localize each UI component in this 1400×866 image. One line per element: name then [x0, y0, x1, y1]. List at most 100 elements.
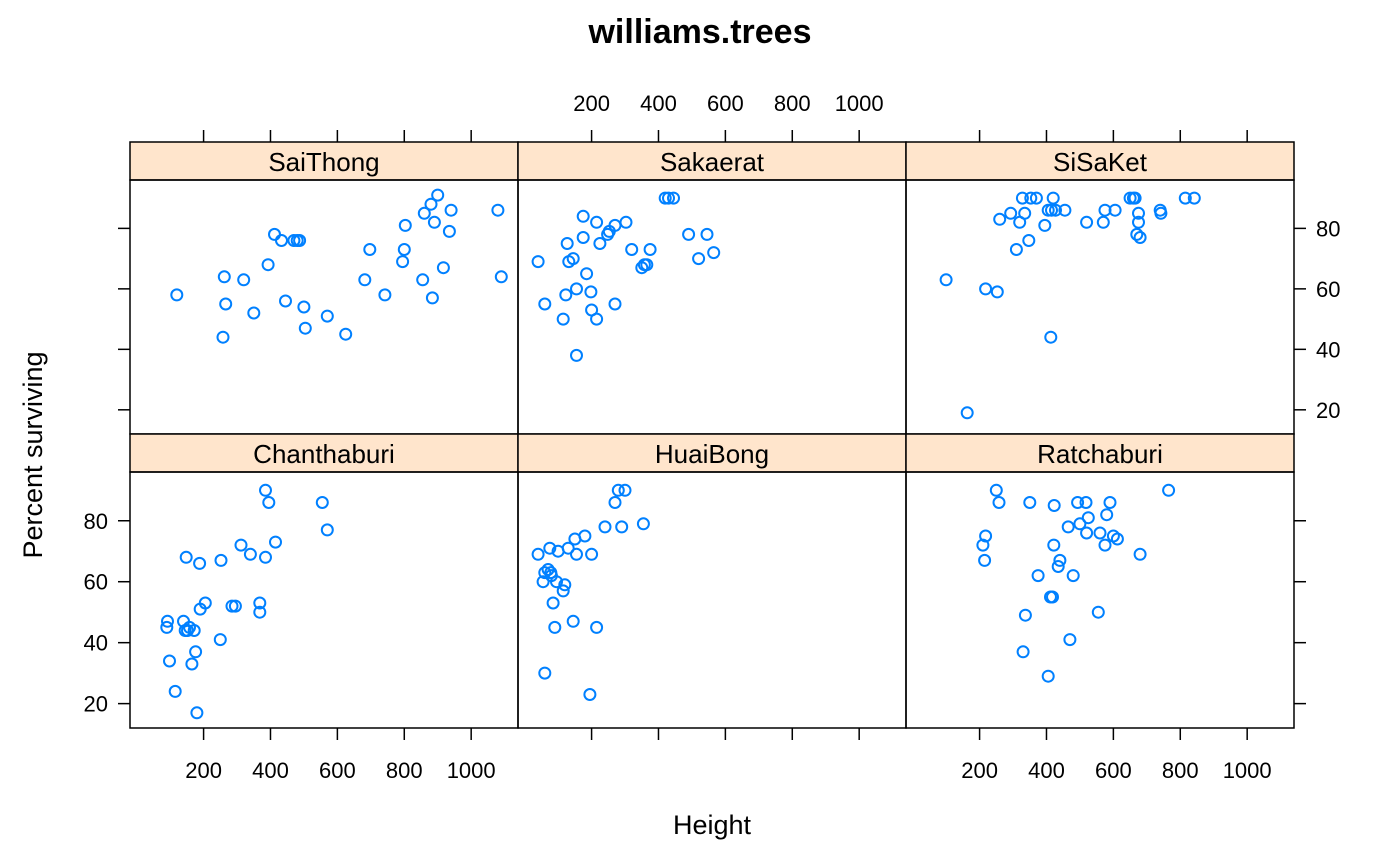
x-tick-label-bottom: 400 — [252, 758, 289, 783]
data-point — [243, 547, 257, 561]
data-point — [214, 553, 228, 567]
data-point — [185, 657, 199, 671]
panel-frame-chanthaburi — [129, 471, 519, 729]
x-tick-label-bottom: 1000 — [1223, 758, 1272, 783]
data-point — [1058, 203, 1072, 217]
strip-sakaerat — [517, 141, 907, 181]
strip-label-saithong: SaiThong — [268, 147, 379, 177]
data-point — [427, 215, 441, 229]
y-tick-label-left: 40 — [84, 631, 108, 656]
x-tick-label-bottom: 800 — [1162, 758, 1199, 783]
data-point — [193, 556, 207, 570]
strip-label-chanthaburi: Chanthaburi — [253, 439, 395, 469]
data-point — [297, 300, 311, 314]
data-point — [662, 191, 675, 205]
data-point — [979, 529, 993, 543]
y-tick-label-left: 60 — [84, 570, 108, 595]
panel-frame-huaibong — [517, 471, 907, 729]
data-point — [491, 203, 505, 217]
data-point — [431, 188, 445, 202]
data-point — [160, 620, 174, 634]
data-point — [643, 243, 657, 256]
data-point — [261, 258, 275, 272]
data-point — [608, 297, 622, 311]
data-point — [700, 227, 714, 241]
data-point — [1023, 496, 1037, 509]
data-point — [1133, 547, 1147, 561]
x-tick-label-bottom: 600 — [319, 758, 356, 783]
data-point — [228, 599, 242, 613]
data-point — [259, 483, 272, 497]
data-point — [1154, 206, 1168, 220]
data-point — [1080, 215, 1094, 229]
data-point — [1053, 553, 1067, 567]
data-point — [583, 688, 597, 701]
data-point — [566, 614, 580, 628]
y-tick-label-left: 80 — [84, 509, 108, 534]
data-point — [187, 624, 201, 637]
data-point — [190, 706, 204, 720]
data-point — [1110, 532, 1124, 546]
data-point — [585, 547, 599, 561]
y-tick-label-right: 40 — [1316, 337, 1340, 362]
x-tick-label-bottom: 200 — [961, 758, 998, 783]
data-point — [593, 237, 607, 250]
data-point — [315, 496, 329, 509]
data-point — [320, 523, 334, 537]
y-tick-label-right: 20 — [1316, 398, 1340, 423]
data-point — [1187, 191, 1201, 205]
strip-sisaket — [905, 141, 1295, 181]
data-point — [1061, 520, 1075, 534]
data-point — [1071, 496, 1085, 509]
data-point — [398, 218, 412, 232]
data-point — [939, 273, 953, 287]
data-point — [320, 309, 334, 323]
data-point — [1016, 645, 1030, 659]
data-point — [1051, 560, 1065, 573]
data-point — [559, 288, 573, 302]
data-point — [640, 258, 654, 272]
data-point — [584, 285, 598, 299]
data-point — [444, 203, 458, 217]
data-point — [1079, 496, 1093, 509]
panel-chanthaburi: Chanthaburi — [129, 433, 519, 729]
data-point — [397, 243, 411, 256]
data-point — [536, 575, 550, 589]
data-point — [416, 273, 430, 287]
data-point — [590, 215, 604, 229]
data-point — [217, 270, 231, 284]
data-point — [550, 575, 563, 589]
strip-label-ratchaburi: Ratchaburi — [1037, 439, 1163, 469]
data-point — [543, 541, 557, 555]
data-point — [1018, 608, 1032, 622]
panel-frame-saithong — [129, 179, 519, 435]
data-point — [561, 541, 575, 555]
data-point — [1044, 330, 1058, 344]
data-point — [590, 620, 604, 634]
data-point — [556, 312, 570, 326]
data-point — [1162, 483, 1176, 497]
data-point — [611, 483, 625, 497]
panel-huaibong: HuaiBong — [517, 433, 907, 729]
panel-frame-ratchaburi — [905, 471, 1295, 729]
data-point — [1045, 203, 1058, 217]
data-point — [1103, 496, 1117, 509]
x-tick-label-top: 400 — [640, 91, 677, 116]
data-point — [692, 252, 706, 266]
data-point — [1015, 191, 1029, 205]
panel-frame-sakaerat — [517, 179, 907, 435]
data-point — [253, 605, 267, 619]
data-point — [682, 227, 696, 241]
data-point — [1130, 227, 1144, 241]
panel-sisaket: SiSaKet — [905, 141, 1295, 435]
data-point — [170, 288, 184, 302]
data-point — [560, 237, 574, 250]
x-axis-label: Height — [673, 810, 752, 840]
data-point — [707, 246, 721, 260]
data-point — [417, 206, 431, 220]
data-point — [566, 252, 580, 266]
x-tick-label-top: 200 — [573, 91, 610, 116]
data-point — [1178, 191, 1192, 205]
data-point — [538, 666, 552, 680]
data-point — [978, 553, 992, 567]
